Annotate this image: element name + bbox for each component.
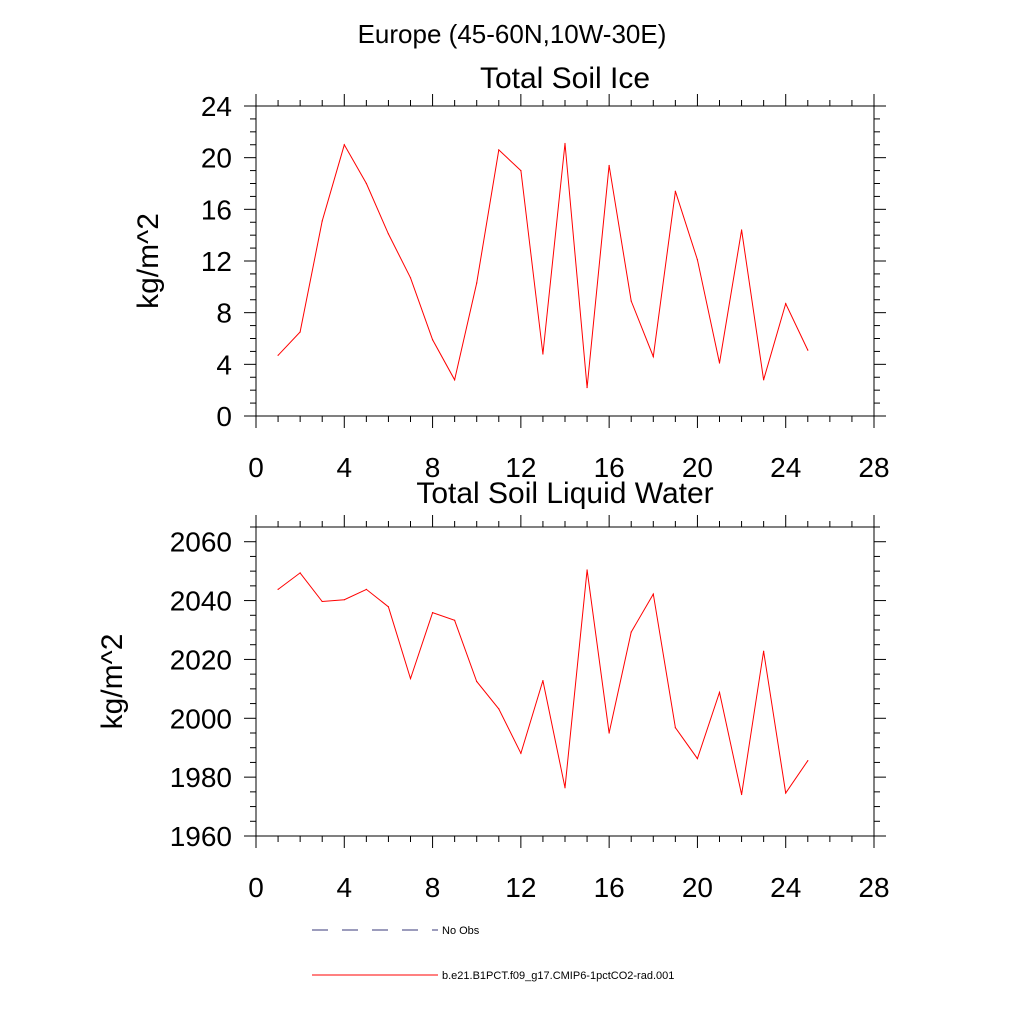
x-tick-label: 16	[594, 872, 625, 903]
data-point	[542, 353, 544, 355]
x-tick-label: 0	[248, 872, 264, 903]
data-point	[431, 339, 434, 341]
y-tick-label: 2000	[170, 703, 232, 734]
data-point	[608, 732, 610, 734]
data-point	[696, 259, 699, 261]
x-tick-label: 28	[858, 452, 889, 483]
y-tick-label: 2020	[170, 644, 232, 675]
y-tick-label: 16	[201, 194, 232, 225]
y-tick-label: 2040	[170, 586, 232, 617]
data-point	[586, 569, 588, 571]
y-axis-label: kg/m^2	[132, 213, 165, 309]
data-point	[740, 793, 743, 796]
x-tick-label: 8	[425, 872, 441, 903]
data-point	[321, 220, 323, 222]
y-tick-label: 12	[201, 246, 232, 277]
data-point	[498, 149, 500, 151]
data-point	[387, 606, 390, 608]
data-point	[476, 680, 478, 683]
y-tick-label: 1980	[170, 762, 232, 793]
data-point	[365, 588, 367, 590]
data-point	[652, 593, 654, 595]
x-tick-label: 8	[425, 452, 441, 483]
data-point	[652, 355, 654, 358]
x-tick-label: 12	[505, 452, 536, 483]
x-tick-label: 16	[594, 452, 625, 483]
data-point	[321, 600, 323, 603]
data-point	[740, 229, 743, 231]
data-point	[630, 631, 632, 633]
data-point	[409, 277, 412, 279]
x-tick-label: 28	[858, 872, 889, 903]
panel-title: Total Soil Ice	[480, 62, 650, 95]
data-point	[785, 792, 787, 794]
y-tick-label: 4	[216, 349, 232, 380]
x-tick-label: 24	[770, 452, 801, 483]
data-point	[674, 727, 676, 729]
x-tick-label: 24	[770, 872, 801, 903]
figure-title: Europe (45-60N,10W-30E)	[358, 19, 667, 49]
data-point	[343, 144, 345, 146]
data-point	[431, 612, 434, 614]
data-point	[498, 708, 500, 710]
data-point	[542, 680, 544, 682]
data-point	[299, 331, 301, 333]
data-point	[674, 190, 676, 192]
data-point	[365, 182, 367, 185]
y-tick-label: 1960	[170, 821, 232, 852]
plot-frame	[255, 526, 875, 837]
legend: No Obs b.e21.B1PCT.f09_g17.CMIP6-1pctCO2…	[312, 925, 674, 982]
y-tick-label: 8	[216, 298, 232, 329]
data-point	[807, 760, 809, 762]
data-point	[807, 349, 809, 351]
data-point	[608, 164, 610, 167]
y-tick-label: 24	[201, 91, 232, 122]
data-point	[763, 650, 765, 652]
data-point	[299, 572, 301, 574]
data-point	[718, 362, 721, 364]
legend-label-model: b.e21.B1PCT.f09_g17.CMIP6-1pctCO2-rad.00…	[442, 970, 674, 982]
data-point	[454, 619, 456, 621]
x-tick-label: 0	[248, 452, 264, 483]
data-point	[409, 677, 412, 680]
panel-total-soil-liquid-water: Total Soil Liquid Water kg/m^2 0 4 8 12 16 20 24…	[96, 477, 890, 903]
y-tick-label: 0	[216, 401, 232, 432]
series-line	[277, 143, 809, 388]
data-point	[630, 300, 632, 302]
x-tick-label: 12	[505, 872, 536, 903]
panel-title: Total Soil Liquid Water	[416, 477, 713, 510]
data-point	[454, 379, 456, 381]
data-point	[520, 752, 522, 754]
data-point	[387, 233, 390, 235]
x-tick-label: 4	[336, 452, 352, 483]
data-point	[564, 787, 566, 789]
x-tick-label: 20	[682, 872, 713, 903]
data-point	[476, 282, 478, 284]
data-point	[277, 588, 279, 590]
x-tick-label: 20	[682, 452, 713, 483]
x-tick-label: 4	[336, 872, 352, 903]
data-point	[564, 142, 566, 145]
data-point	[763, 379, 765, 381]
y-tick-label: 2060	[170, 527, 232, 558]
y-tick-label: 20	[201, 143, 232, 174]
data-point	[785, 303, 787, 305]
data-point	[696, 758, 699, 760]
data-point	[586, 386, 588, 389]
data-point	[718, 691, 721, 693]
data-point	[343, 599, 345, 601]
data-point	[520, 169, 522, 172]
y-axis-label: kg/m^2	[96, 634, 129, 730]
series-line	[277, 569, 809, 795]
panel-total-soil-ice: Total Soil Ice kg/m^2 0 4 8 12 16 20 24 28 0 4 8 12 16…	[132, 62, 890, 483]
data-point	[277, 354, 279, 356]
legend-label-no-obs: No Obs	[442, 925, 480, 937]
